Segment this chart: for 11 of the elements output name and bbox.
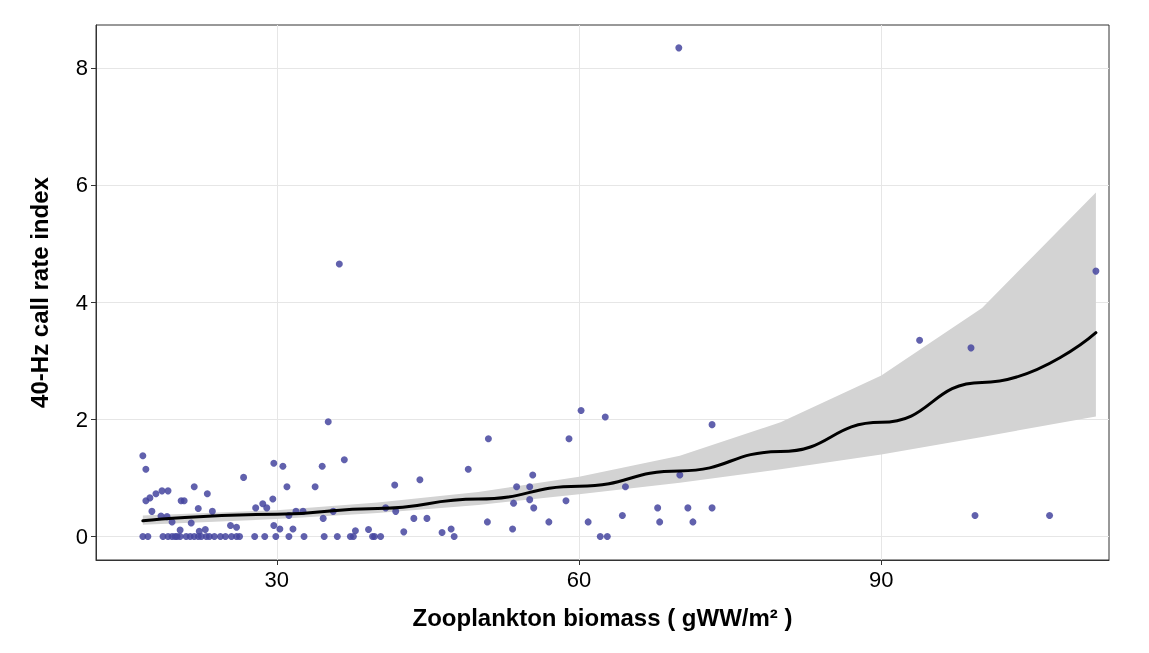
x-axis-title: Zooplankton biomass ( gWW/m² ): [412, 603, 793, 631]
y-tick-label: 2: [75, 406, 88, 432]
y-tick-label: 8: [75, 55, 88, 81]
y-tick-label: 6: [75, 172, 88, 198]
x-tick-label: 90: [869, 566, 894, 592]
y-tick-label: 4: [75, 289, 88, 315]
y-tick-label: 0: [75, 524, 88, 550]
y-axis-title: 40-Hz call rate index: [25, 176, 53, 408]
x-tick-label: 30: [264, 566, 290, 592]
line-series: [141, 331, 1098, 523]
x-tick-label: 60: [566, 566, 592, 592]
